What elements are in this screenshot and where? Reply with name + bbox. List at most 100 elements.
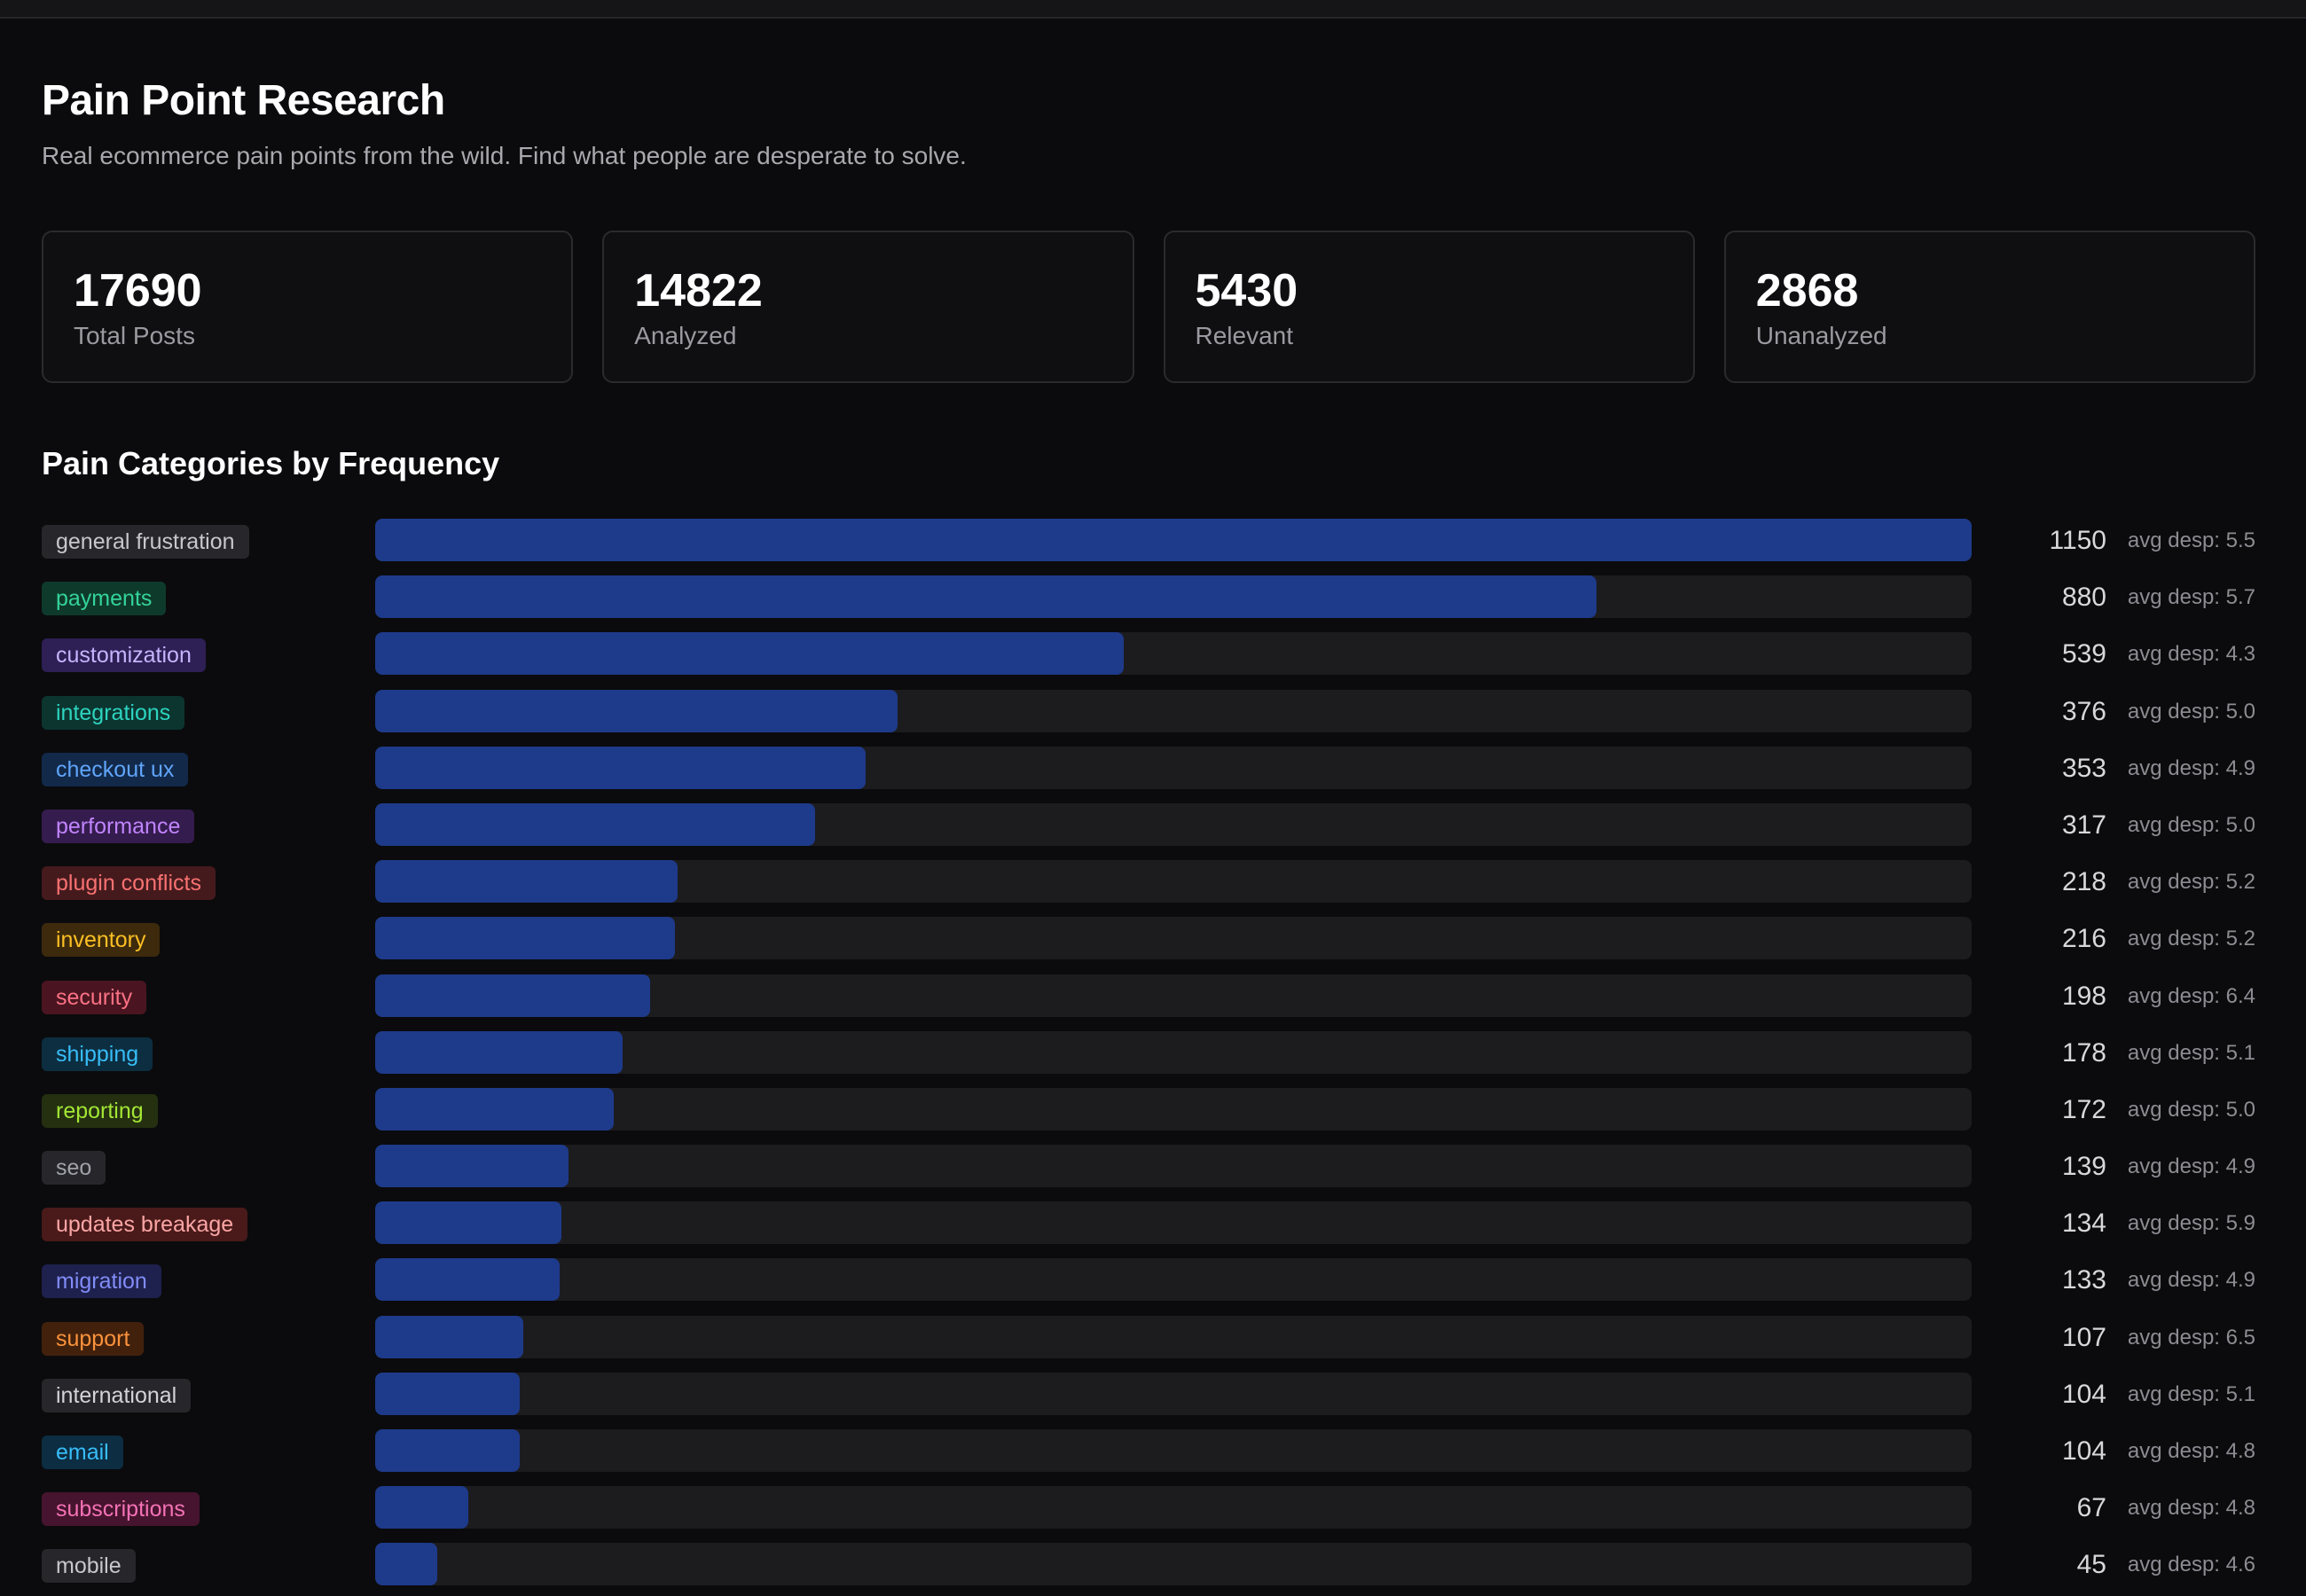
frequency-bar bbox=[375, 1258, 561, 1302]
frequency-bar-track bbox=[375, 689, 1972, 732]
category-tag[interactable]: security bbox=[42, 980, 147, 1014]
avg-desperation: avg desp: 6.4 bbox=[2127, 983, 2255, 1008]
category-count: 104 bbox=[2061, 1436, 2106, 1466]
category-count: 880 bbox=[2061, 583, 2106, 613]
section-title: Pain Categories by Frequency bbox=[42, 445, 500, 481]
frequency-bar bbox=[375, 802, 816, 846]
category-tag[interactable]: updates breakage bbox=[42, 1208, 248, 1242]
avg-desperation: avg desp: 5.5 bbox=[2127, 528, 2255, 552]
avg-desperation: avg desp: 5.0 bbox=[2127, 812, 2255, 837]
category-row-email: email 104 avg desp: 4.8 bbox=[42, 1423, 2255, 1480]
category-row-seo: seo 139 avg desp: 4.9 bbox=[42, 1138, 2255, 1195]
category-count: 353 bbox=[2061, 753, 2106, 783]
frequency-bar-track bbox=[375, 1201, 1972, 1245]
avg-desperation: avg desp: 5.0 bbox=[2127, 1097, 2255, 1122]
frequency-bar-track bbox=[375, 1030, 1972, 1074]
category-tag[interactable]: general frustration bbox=[42, 525, 249, 559]
frequency-bar-track bbox=[375, 917, 1972, 960]
category-count: 107 bbox=[2061, 1322, 2106, 1352]
avg-desperation: avg desp: 5.0 bbox=[2127, 699, 2255, 724]
avg-desperation: avg desp: 4.8 bbox=[2127, 1439, 2255, 1463]
category-row-mobile: mobile 45 avg desp: 4.6 bbox=[42, 1537, 2255, 1593]
category-tag[interactable]: email bbox=[42, 1436, 123, 1469]
frequency-bar bbox=[375, 632, 1124, 676]
category-tag[interactable]: plugin conflicts bbox=[42, 866, 216, 901]
category-row-reporting: reporting 172 avg desp: 5.0 bbox=[42, 1082, 2255, 1138]
category-tag[interactable]: payments bbox=[42, 582, 167, 616]
category-tag[interactable]: mobile bbox=[42, 1549, 136, 1584]
category-tag[interactable]: seo bbox=[42, 1151, 106, 1185]
frequency-bar-track bbox=[375, 632, 1972, 676]
frequency-bar bbox=[375, 1429, 520, 1472]
stat-card-analyzed: 14822 Analyzed bbox=[602, 231, 1134, 383]
category-count: 216 bbox=[2061, 924, 2106, 954]
category-count: 45 bbox=[2076, 1550, 2106, 1580]
category-count: 133 bbox=[2061, 1265, 2106, 1295]
frequency-bar-track bbox=[375, 1258, 1972, 1302]
category-count: 104 bbox=[2061, 1379, 2106, 1409]
stat-card-relevant: 5430 Relevant bbox=[1163, 231, 1695, 383]
page-subtitle: Real ecommerce pain points from the wild… bbox=[42, 142, 967, 169]
stats-row: 17690 Total Posts 14822 Analyzed 5430 Re… bbox=[42, 231, 2255, 383]
category-row-security: security 198 avg desp: 6.4 bbox=[42, 968, 2255, 1025]
stat-value: 14822 bbox=[634, 265, 763, 317]
category-tag[interactable]: international bbox=[42, 1378, 192, 1412]
category-count: 134 bbox=[2061, 1209, 2106, 1239]
category-count: 317 bbox=[2061, 810, 2106, 840]
category-row-international: international 104 avg desp: 5.1 bbox=[42, 1366, 2255, 1423]
frequency-bar bbox=[375, 1145, 569, 1188]
avg-desperation: avg desp: 4.3 bbox=[2127, 642, 2255, 667]
stat-label: Analyzed bbox=[634, 322, 737, 349]
stat-label: Relevant bbox=[1195, 322, 1294, 349]
frequency-bar bbox=[375, 575, 1597, 619]
frequency-bar bbox=[375, 1030, 623, 1074]
avg-desperation: avg desp: 4.8 bbox=[2127, 1496, 2255, 1521]
category-tag[interactable]: support bbox=[42, 1321, 145, 1356]
frequency-bar bbox=[375, 1372, 520, 1415]
category-tag[interactable]: customization bbox=[42, 638, 206, 673]
pain-category-list: general frustration 1150 avg desp: 5.5 paym… bbox=[42, 512, 2255, 1594]
category-tag[interactable]: shipping bbox=[42, 1037, 153, 1071]
frequency-bar-track bbox=[375, 1543, 1972, 1586]
frequency-bar-track bbox=[375, 1315, 1972, 1358]
category-row-plugin-conflicts: plugin conflicts 218 avg desp: 5.2 bbox=[42, 854, 2255, 911]
category-row-updates-breakage: updates breakage 134 avg desp: 5.9 bbox=[42, 1195, 2255, 1252]
frequency-bar-track bbox=[375, 1372, 1972, 1415]
category-row-subscriptions: subscriptions 67 avg desp: 4.8 bbox=[42, 1480, 2255, 1537]
stat-value: 5430 bbox=[1195, 265, 1298, 317]
avg-desperation: avg desp: 5.2 bbox=[2127, 927, 2255, 951]
stat-value: 17690 bbox=[74, 265, 202, 317]
category-row-integrations: integrations 376 avg desp: 5.0 bbox=[42, 684, 2255, 740]
category-tag[interactable]: performance bbox=[42, 809, 195, 843]
frequency-bar-track bbox=[375, 519, 1972, 561]
stat-value: 2868 bbox=[1755, 265, 1859, 317]
category-tag[interactable]: subscriptions bbox=[42, 1492, 200, 1527]
category-tag[interactable]: reporting bbox=[42, 1093, 158, 1128]
category-count: 67 bbox=[2076, 1493, 2106, 1523]
category-count: 1150 bbox=[2049, 526, 2106, 555]
category-tag[interactable]: checkout ux bbox=[42, 752, 189, 786]
frequency-bar bbox=[375, 1087, 615, 1130]
category-row-customization: customization 539 avg desp: 4.3 bbox=[42, 626, 2255, 683]
frequency-bar bbox=[375, 519, 1972, 561]
stat-label: Unanalyzed bbox=[1755, 322, 1887, 349]
category-tag[interactable]: migration bbox=[42, 1264, 161, 1299]
avg-desperation: avg desp: 5.1 bbox=[2127, 1381, 2255, 1406]
category-count: 178 bbox=[2061, 1037, 2106, 1068]
category-row-performance: performance 317 avg desp: 5.0 bbox=[42, 797, 2255, 854]
frequency-bar-track bbox=[375, 1145, 1972, 1188]
category-tag[interactable]: integrations bbox=[42, 695, 185, 730]
avg-desperation: avg desp: 5.9 bbox=[2127, 1211, 2255, 1236]
category-count: 539 bbox=[2061, 639, 2106, 669]
frequency-bar-track bbox=[375, 1486, 1972, 1530]
avg-desperation: avg desp: 5.7 bbox=[2127, 585, 2255, 610]
category-count: 198 bbox=[2061, 981, 2106, 1011]
avg-desperation: avg desp: 6.5 bbox=[2127, 1325, 2255, 1350]
frequency-bar bbox=[375, 860, 678, 904]
category-row-migration: migration 133 avg desp: 4.9 bbox=[42, 1252, 2255, 1309]
frequency-bar-track bbox=[375, 575, 1972, 619]
category-row-shipping: shipping 178 avg desp: 5.1 bbox=[42, 1025, 2255, 1082]
frequency-bar bbox=[375, 746, 866, 789]
stat-card-unanalyzed: 2868 Unanalyzed bbox=[1723, 231, 2255, 383]
category-tag[interactable]: inventory bbox=[42, 923, 161, 958]
